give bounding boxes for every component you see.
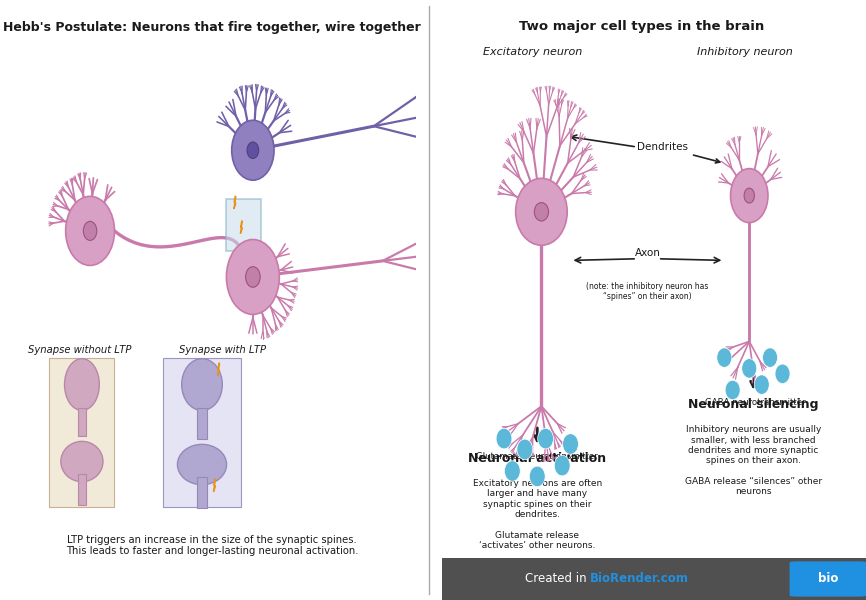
Polygon shape: [234, 196, 236, 209]
Text: Inhibitory neurons are usually
smaller, with less branched
dendrites and more sy: Inhibitory neurons are usually smaller, …: [685, 425, 822, 497]
Ellipse shape: [182, 359, 223, 410]
Text: Axon: Axon: [635, 248, 661, 258]
Text: Created in: Created in: [525, 572, 591, 586]
Circle shape: [725, 380, 740, 400]
FancyBboxPatch shape: [790, 562, 866, 596]
FancyBboxPatch shape: [78, 473, 86, 505]
FancyBboxPatch shape: [164, 358, 241, 508]
Text: Inhibitory neuron: Inhibitory neuron: [697, 47, 793, 57]
Text: Synapse without LTP: Synapse without LTP: [29, 345, 132, 355]
Text: LTP triggers an increase in the size of the synaptic spines.
This leads to faste: LTP triggers an increase in the size of …: [66, 535, 359, 556]
FancyBboxPatch shape: [78, 408, 86, 436]
Circle shape: [496, 428, 512, 449]
Ellipse shape: [65, 359, 100, 410]
Text: Synapse with LTP: Synapse with LTP: [179, 345, 266, 355]
Text: (note: the inhibitory neuron has
“spines” on their axon): (note: the inhibitory neuron has “spines…: [586, 282, 708, 301]
FancyBboxPatch shape: [197, 476, 207, 508]
FancyBboxPatch shape: [226, 199, 261, 251]
Text: Glutamate neurotransmitter: Glutamate neurotransmitter: [476, 452, 598, 461]
Ellipse shape: [83, 221, 97, 241]
Text: Two major cell types in the brain: Two major cell types in the brain: [519, 20, 764, 33]
Ellipse shape: [744, 188, 754, 203]
Circle shape: [742, 359, 757, 378]
Ellipse shape: [226, 239, 280, 314]
Text: Hebb's Postulate: Neurons that fire together, wire together: Hebb's Postulate: Neurons that fire toge…: [3, 20, 421, 34]
Ellipse shape: [61, 442, 103, 482]
Circle shape: [554, 455, 570, 476]
Circle shape: [504, 461, 520, 481]
Text: Dendrites: Dendrites: [637, 142, 720, 163]
Circle shape: [754, 375, 769, 394]
Circle shape: [538, 428, 553, 449]
Text: bio: bio: [818, 572, 838, 586]
Ellipse shape: [247, 142, 259, 158]
FancyBboxPatch shape: [442, 558, 866, 600]
Circle shape: [763, 348, 778, 367]
Ellipse shape: [178, 445, 227, 485]
Polygon shape: [241, 221, 242, 234]
Text: Excitatory neurons are often
larger and have many
synaptic spines on their
dendr: Excitatory neurons are often larger and …: [473, 479, 602, 551]
Ellipse shape: [731, 169, 768, 223]
Circle shape: [717, 348, 732, 367]
Circle shape: [517, 439, 533, 460]
Ellipse shape: [66, 196, 114, 265]
Text: BioRender.com: BioRender.com: [591, 572, 689, 586]
Text: GABA neurotransmitter: GABA neurotransmitter: [705, 398, 805, 407]
Text: Excitatory neuron: Excitatory neuron: [483, 47, 583, 57]
Text: Neuronal activation: Neuronal activation: [469, 452, 606, 465]
Polygon shape: [214, 479, 216, 492]
Text: Neuronal silencing: Neuronal silencing: [688, 398, 818, 411]
Ellipse shape: [232, 120, 274, 180]
Ellipse shape: [515, 178, 567, 245]
Circle shape: [775, 364, 790, 383]
Circle shape: [563, 434, 578, 454]
Ellipse shape: [246, 266, 260, 287]
Ellipse shape: [534, 203, 548, 221]
Polygon shape: [217, 363, 220, 376]
FancyBboxPatch shape: [49, 358, 114, 508]
FancyBboxPatch shape: [197, 408, 207, 439]
Circle shape: [529, 466, 546, 487]
